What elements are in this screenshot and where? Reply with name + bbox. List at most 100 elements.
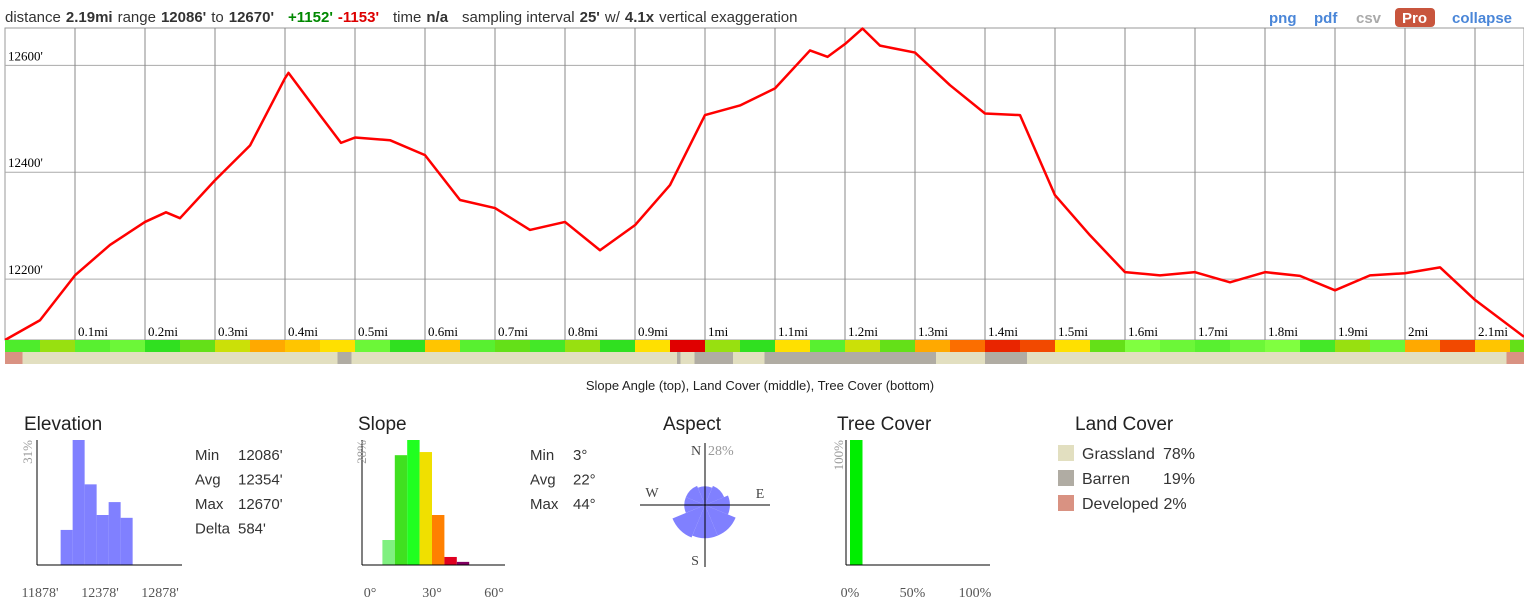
slope-segment	[180, 340, 216, 352]
toolbar-link[interactable]: Pro	[1402, 10, 1427, 27]
slope-segment	[670, 340, 706, 352]
histogram-bar	[84, 484, 97, 565]
histogram-bar	[432, 515, 445, 565]
stat-label: Avg	[195, 472, 221, 489]
histogram-bar	[72, 440, 85, 565]
summary-segment: w/	[604, 9, 621, 26]
slope-segment	[1510, 340, 1524, 352]
slope-segment	[1265, 340, 1301, 352]
x-tick-label: 1.3mi	[918, 324, 948, 339]
x-tick-label: 0.1mi	[78, 324, 108, 339]
x-tick-label: 12378'	[81, 586, 119, 601]
elevation-line	[4, 27, 1524, 342]
histogram-bar	[108, 502, 121, 565]
slope-segment	[1475, 340, 1511, 352]
summary-segment: n/a	[426, 9, 448, 26]
slope-segment	[705, 340, 741, 352]
x-tick-label: 0.5mi	[358, 324, 388, 339]
aspect-petal	[705, 485, 725, 505]
aspect-petal	[672, 505, 705, 538]
aspect-petal	[685, 485, 705, 505]
stat-value: 3°	[573, 447, 587, 464]
land-cover-segment	[677, 352, 681, 364]
x-tick-label: 1.4mi	[988, 324, 1018, 339]
stat-label: Avg	[530, 472, 556, 489]
x-tick-label: 0.6mi	[428, 324, 458, 339]
slope-segment	[985, 340, 1021, 352]
summary-line: distance 2.19mi range 12086' to 12670' +1152' -…	[5, 9, 798, 26]
y-tick-label: 31%	[20, 440, 35, 464]
x-tick-label: 0.9mi	[638, 324, 668, 339]
slope-segment	[320, 340, 356, 352]
summary-segment: 12670'	[229, 9, 274, 26]
strip-caption: Slope Angle (top), Land Cover (middle), …	[586, 378, 934, 393]
histogram-bar	[120, 517, 133, 565]
slope-segment	[75, 340, 111, 352]
histogram-bar	[394, 455, 408, 565]
toolbar-link[interactable]: pdf	[1314, 10, 1338, 27]
slope-segment	[1300, 340, 1336, 352]
slope-segment	[1195, 340, 1231, 352]
toolbar-link[interactable]: collapse	[1452, 10, 1512, 27]
land-cover-segment	[22, 352, 338, 364]
stat-value: 12670'	[238, 496, 283, 513]
x-tick-label: 1.8mi	[1268, 324, 1298, 339]
slope-segment	[1055, 340, 1091, 352]
histogram-bar	[407, 440, 420, 565]
summary-segment: vertical exaggeration	[659, 9, 797, 26]
toolbar-link[interactable]: png	[1269, 10, 1297, 27]
stat-label: Min	[530, 447, 554, 464]
slope-segment	[810, 340, 846, 352]
y-tick-label: 12400'	[8, 155, 43, 170]
slope-segment	[1335, 340, 1371, 352]
x-tick-label: 0.2mi	[148, 324, 178, 339]
slope-segment	[460, 340, 496, 352]
toolbar-link[interactable]: csv	[1356, 10, 1382, 27]
summary-segment: distance	[5, 9, 61, 26]
compass-label: S	[691, 554, 699, 569]
slope-segment	[1370, 340, 1406, 352]
compass-label: W	[645, 486, 659, 501]
histogram-bar	[850, 440, 863, 565]
land-cover-segment	[733, 352, 765, 364]
land-cover-segment	[985, 352, 1027, 364]
x-tick-label: 0°	[364, 586, 377, 601]
slope-segment	[915, 340, 951, 352]
y-tick-label: 12200'	[8, 262, 43, 277]
summary-segment: -1153'	[338, 9, 379, 26]
x-tick-label: 0.3mi	[218, 324, 248, 339]
summary-segment: to	[211, 9, 224, 26]
x-tick-label: 0.7mi	[498, 324, 528, 339]
stat-value: 22°	[573, 472, 596, 489]
x-tick-label: 1.2mi	[848, 324, 878, 339]
slope-segment	[390, 340, 426, 352]
legend-swatch	[1058, 495, 1074, 511]
slope-segment	[775, 340, 811, 352]
x-tick-label: 1.6mi	[1128, 324, 1158, 339]
y-tick-label: 12600'	[8, 48, 43, 63]
histogram-bar	[456, 561, 470, 565]
legend-value: 78%	[1163, 446, 1195, 463]
slope-segment	[1020, 340, 1056, 352]
slope-segment	[1090, 340, 1126, 352]
land-cover-segment	[1506, 352, 1524, 364]
pro-badge[interactable]	[1395, 8, 1435, 27]
slope-segment	[40, 340, 76, 352]
slope-segment	[110, 340, 146, 352]
x-tick-label: 1.9mi	[1338, 324, 1368, 339]
legend-swatch	[1058, 445, 1074, 461]
slope-segment	[145, 340, 181, 352]
x-tick-label: 11878'	[21, 586, 58, 601]
x-tick-label: 0.4mi	[288, 324, 318, 339]
slope-segment	[635, 340, 671, 352]
histogram-bar	[382, 540, 395, 565]
land-cover-segment	[351, 352, 677, 364]
summary-segment: range	[118, 9, 156, 26]
y-tick-label: 28%	[354, 440, 369, 464]
slope-segment	[880, 340, 916, 352]
land-cover-segment	[694, 352, 733, 364]
x-tick-label: 60°	[484, 586, 504, 601]
land-cover-segment	[936, 352, 985, 364]
